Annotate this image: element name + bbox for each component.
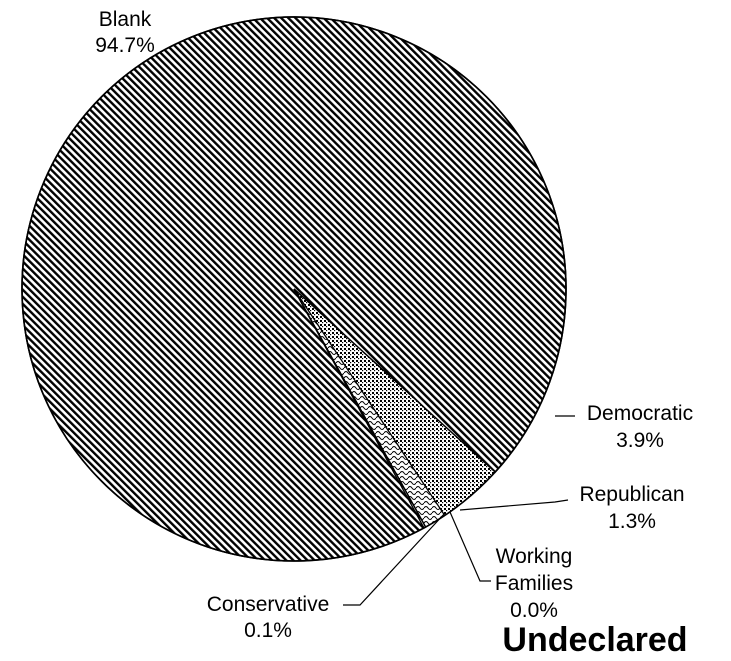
pie-outline: [21, 16, 567, 562]
slice-value-blank: 94.7%: [95, 34, 155, 57]
chart-title: Undeclared: [502, 621, 687, 659]
slice-label-blank: Blank: [99, 8, 152, 31]
leader-line-republican: [459, 499, 569, 511]
slice-value-working-families: 0.0%: [510, 599, 558, 622]
slice-value-democratic: 3.9%: [616, 429, 664, 452]
slice-label-conservative: Conservative: [207, 593, 330, 616]
slice-value-conservative: 0.1%: [244, 619, 292, 642]
slice-label-republican: Republican: [579, 483, 684, 506]
leader-line-conservative: [343, 512, 446, 606]
slice-label-democratic: Democratic: [587, 402, 693, 425]
leader-line-working-families: [449, 511, 491, 582]
slice-value-republican: 1.3%: [608, 510, 656, 533]
slice-label-working-families: Working: [496, 545, 573, 568]
slice-label-working-families: Families: [495, 572, 573, 595]
